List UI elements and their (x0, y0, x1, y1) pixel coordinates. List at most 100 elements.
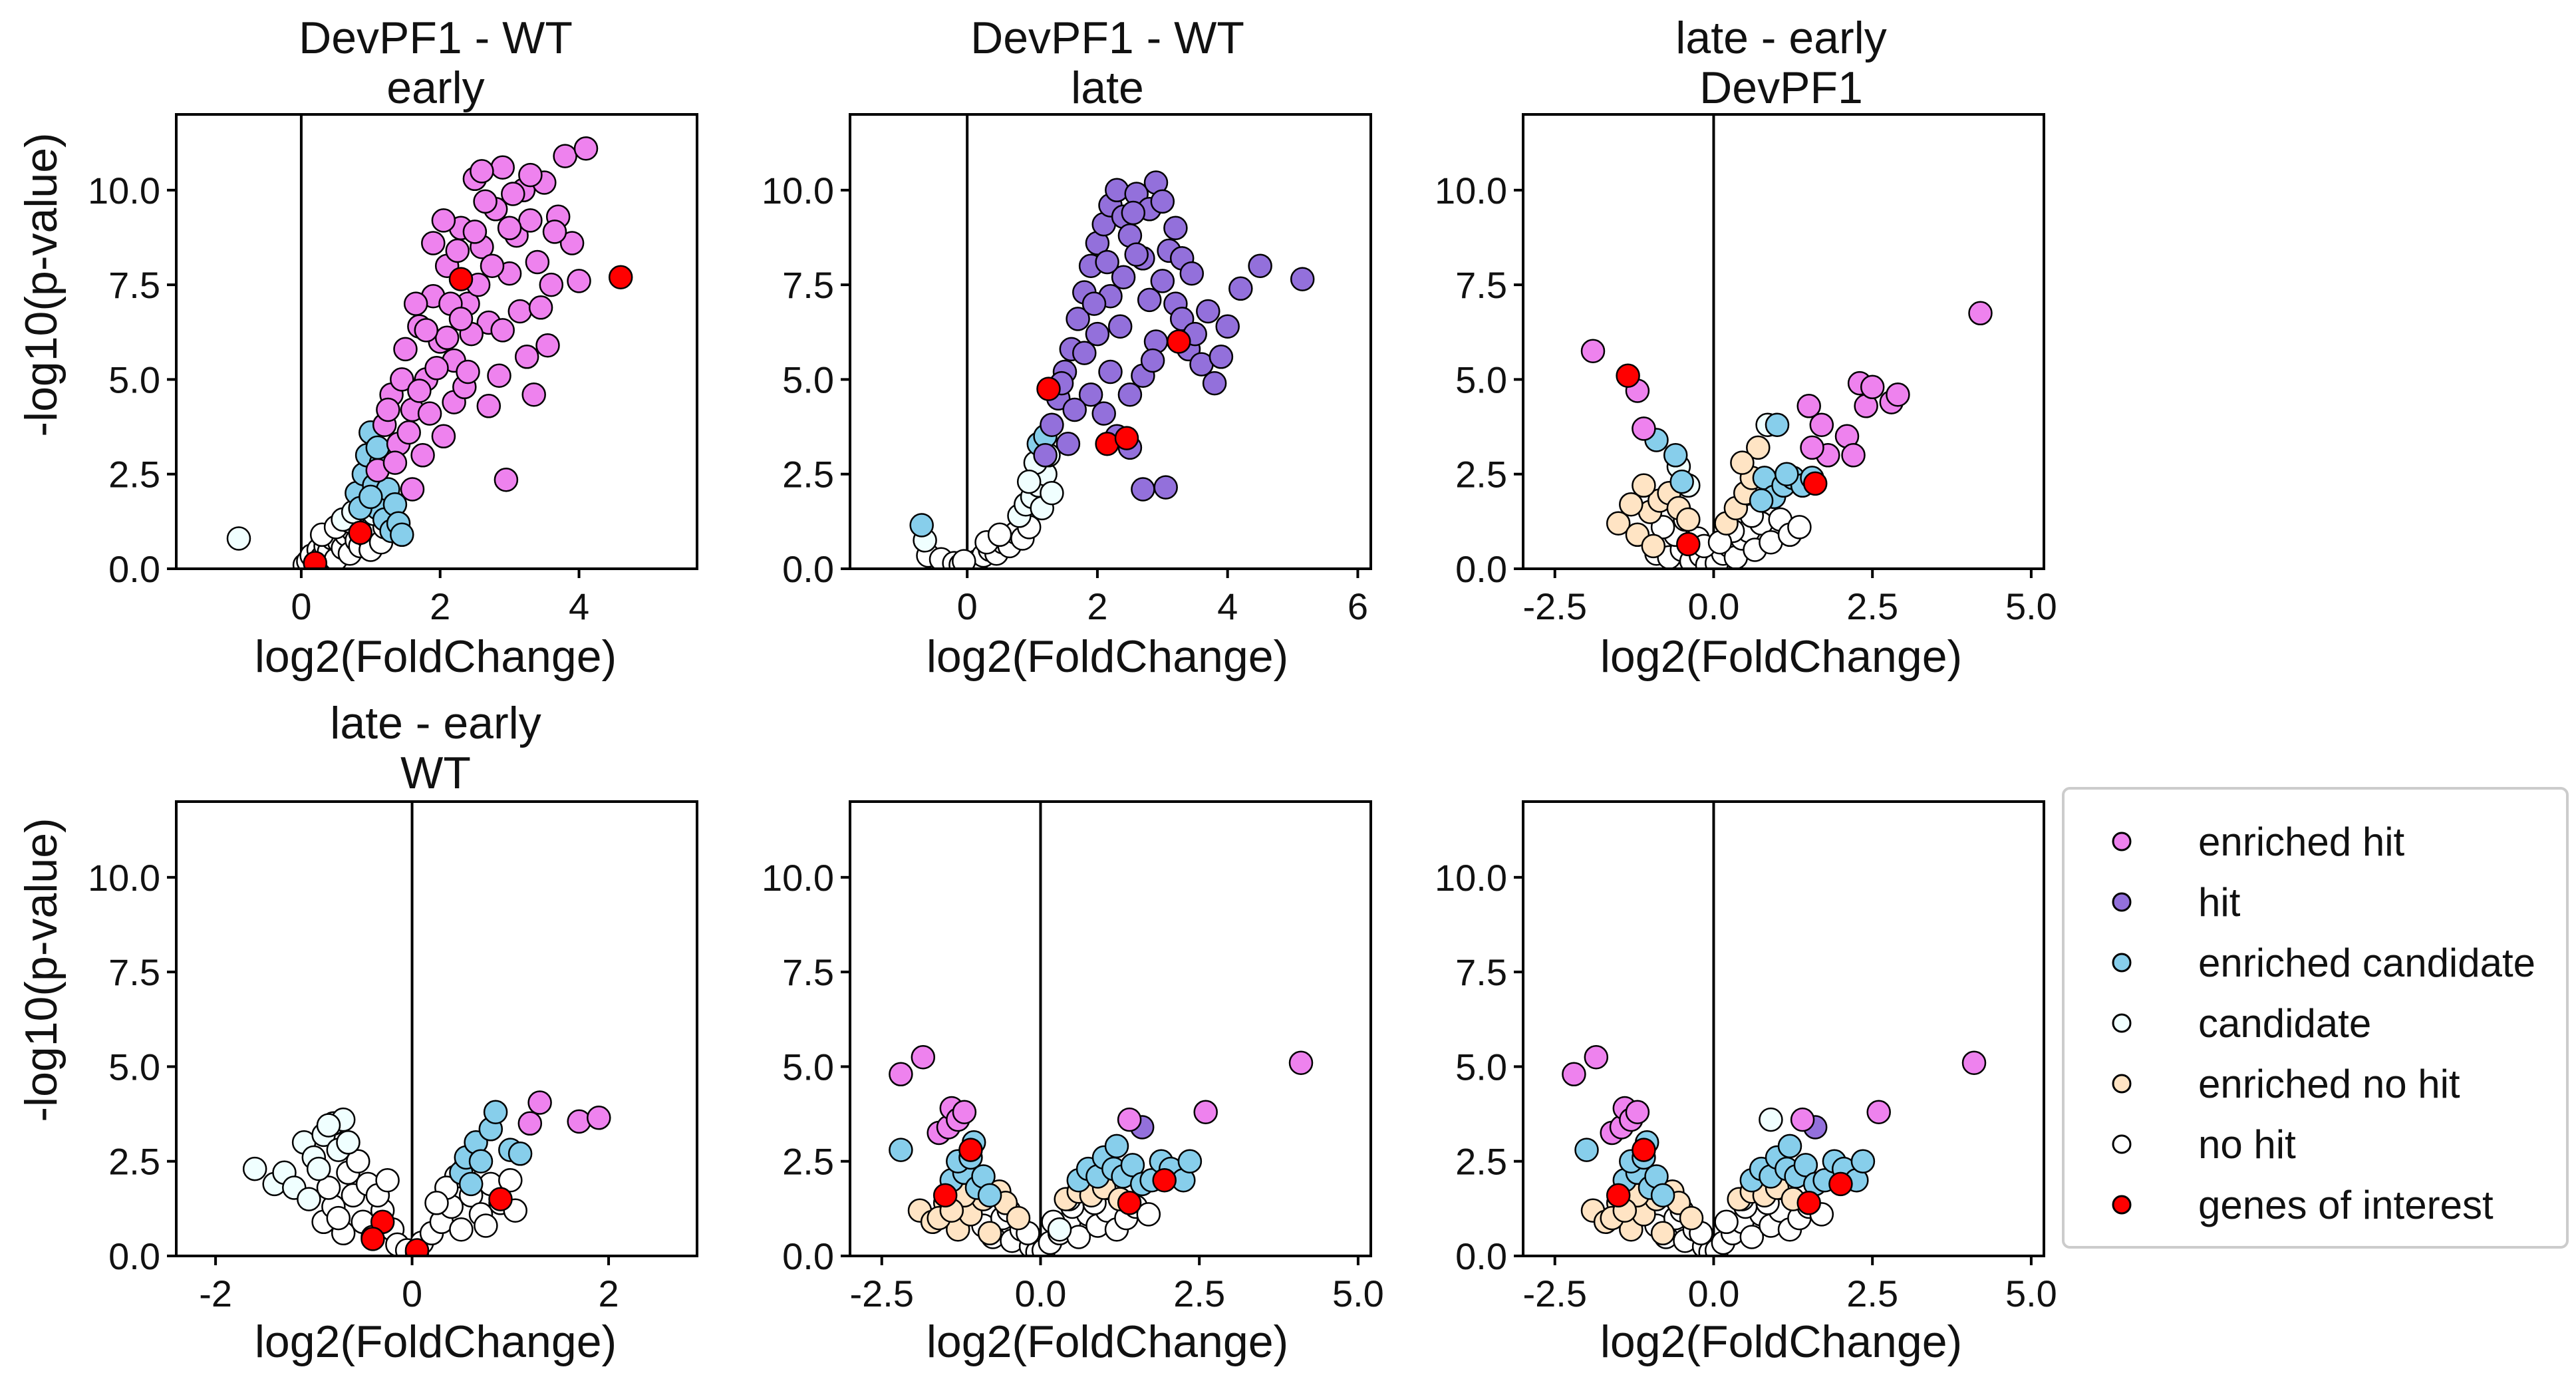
point-candidate (1016, 469, 1042, 494)
point-enriched-hit (448, 307, 474, 331)
legend-frame (2062, 787, 2569, 1249)
panel-3-x-axis-label: log2(FoldChange) (1600, 631, 1962, 682)
panel-6-frame (1522, 800, 2045, 1257)
point-goi (1828, 1171, 1853, 1197)
point-hit (1111, 265, 1136, 289)
point-hit (1215, 314, 1240, 339)
point-enriched-hit (1841, 443, 1866, 468)
point-hit (1150, 269, 1175, 293)
point-enriched-hit (445, 238, 470, 263)
point-enriched-candidate (468, 1149, 494, 1173)
point-enriched-hit (567, 269, 591, 293)
y-tick-label: 2.5 (782, 1141, 834, 1183)
point-goi (348, 520, 372, 545)
point-enriched-hit (1117, 1107, 1142, 1132)
panel-3-frame (1522, 113, 2045, 570)
point-enriched-hit (911, 1044, 936, 1070)
point-enriched-hit (507, 299, 533, 324)
point-enriched-candidate (483, 1100, 508, 1124)
point-enriched-hit (525, 249, 550, 275)
point-enriched-hit (400, 477, 425, 502)
point-enriched-hit (462, 220, 488, 244)
point-hit (1153, 475, 1178, 500)
y-tick-label: 10.0 (1435, 170, 1507, 212)
panel-4-title-line1: late - early (330, 698, 541, 748)
point-enriched-hit (1860, 375, 1885, 400)
panel-6: log2(FoldChange) (1600, 1316, 1962, 1367)
point-no-hit (449, 1217, 474, 1242)
point-goi (958, 1138, 983, 1162)
point-enriched-candidate (1775, 462, 1799, 486)
point-hit (1163, 216, 1188, 241)
point-goi (360, 1227, 385, 1251)
point-enriched-hit (490, 318, 515, 343)
legend-label-no-hit: no hit (2198, 1122, 2296, 1167)
point-enriched-hit (1809, 412, 1834, 437)
panel-6-x-axis-label: log2(FoldChange) (1600, 1316, 1962, 1367)
legend-marker-enriched-candidate (2112, 953, 2132, 973)
point-hit (1124, 242, 1149, 267)
panel-4-x-axis-label: log2(FoldChange) (255, 1316, 617, 1367)
panel-2-markers (909, 170, 1315, 569)
point-no-hit (346, 1149, 370, 1173)
point-enriched-hit (421, 231, 446, 255)
point-enriched-hit (517, 1111, 543, 1136)
point-enriched-hit (587, 1106, 611, 1130)
point-candidate (336, 1130, 360, 1155)
y-tick-label: 2.5 (1455, 1141, 1507, 1183)
point-enriched-hit (414, 318, 439, 343)
point-hit (1095, 249, 1119, 275)
point-hit (1066, 307, 1090, 331)
point-enriched-hit (390, 367, 414, 392)
legend-marker-enriched-no-hit (2112, 1074, 2132, 1094)
y-tick-label: 7.5 (1455, 951, 1507, 993)
y-tick-label: 0.0 (1455, 1235, 1507, 1277)
y-tick-label: 5.0 (782, 1046, 834, 1088)
legend-label-enriched-no-hit: enriched no hit (2198, 1062, 2460, 1106)
legend-marker-no-hit (2112, 1134, 2132, 1154)
point-enriched-candidate (889, 1138, 913, 1162)
point-no-hit (1739, 1225, 1765, 1249)
point-enriched-hit (410, 443, 435, 468)
point-enriched-candidate (1574, 1138, 1599, 1162)
panel-3: late - early DevPF1 log2(FoldChange) (1600, 13, 1962, 682)
y-tick-label: 10.0 (762, 170, 834, 212)
legend-marker-genes-of-interest (2112, 1195, 2132, 1215)
point-enriched-hit (518, 208, 543, 233)
point-enriched-no-hit (1746, 435, 1771, 460)
point-enriched-hit (567, 1109, 591, 1134)
y-tick-label: 10.0 (762, 857, 834, 899)
point-enriched-hit (514, 345, 539, 369)
legend-label-genes-of-interest: genes of interest (2198, 1183, 2494, 1227)
y-tick-label: 5.0 (1455, 1046, 1507, 1088)
y-tick-label: 5.0 (108, 359, 160, 400)
point-enriched-hit (521, 382, 546, 407)
point-enriched-no-hit (1641, 534, 1666, 559)
point-enriched-hit (473, 189, 498, 214)
point-goi (1114, 426, 1139, 450)
panel-2: DevPF1 - WT late log2(FoldChange) (927, 13, 1288, 682)
point-enriched-hit (431, 424, 456, 449)
point-no-hit (424, 1191, 449, 1215)
point-goi (1796, 1191, 1821, 1215)
point-hit (1248, 253, 1272, 278)
point-enriched-hit (1866, 1100, 1891, 1124)
point-candidate (297, 1187, 321, 1211)
x-tick-label: 5.0 (1332, 1273, 1384, 1314)
x-tick-label: 4 (569, 585, 589, 627)
panel-5-plot: -2.5 0.0 2.5 5.0 0.0 2.5 5.0 7.5 10.0 (762, 800, 1384, 1314)
point-enriched-candidate (1669, 469, 1694, 494)
point-enriched-hit (494, 467, 519, 492)
point-enriched-hit (497, 216, 522, 241)
point-enriched-candidate (1663, 443, 1688, 468)
y-tick-label: 2.5 (1455, 454, 1507, 496)
x-tick-label: 0 (957, 585, 978, 627)
panel-4-title-line2: WT (400, 748, 471, 798)
point-enriched-candidate (1120, 1153, 1145, 1177)
point-hit (1033, 443, 1058, 468)
point-enriched-candidate (1104, 1134, 1129, 1159)
point-goi (448, 267, 474, 291)
panel-5: log2(FoldChange) (927, 1316, 1288, 1367)
panel-2-plot: 0 2 4 6 0.0 2.5 5.0 7.5 10.0 (762, 113, 1372, 627)
panel-3-title-line1: late - early (1675, 13, 1886, 63)
